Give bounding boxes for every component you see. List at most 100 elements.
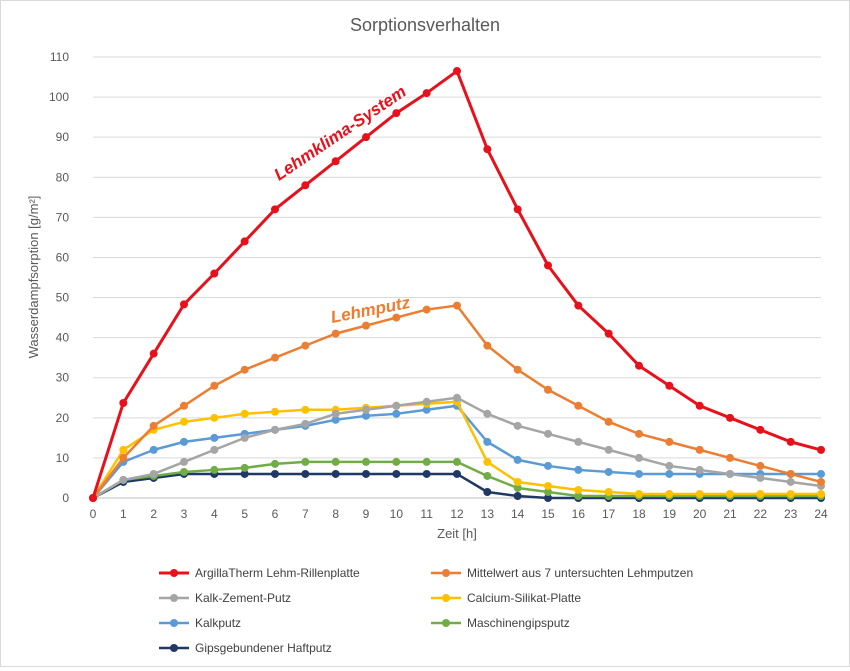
y-tick-label: 110 xyxy=(50,50,69,64)
data-point xyxy=(483,457,492,466)
data-point xyxy=(513,365,522,374)
x-tick-label: 18 xyxy=(632,507,646,521)
data-point xyxy=(331,469,340,478)
data-point xyxy=(483,487,492,496)
y-tick-label: 10 xyxy=(56,451,70,465)
x-tick-label: 8 xyxy=(332,507,339,521)
data-point xyxy=(695,401,704,410)
data-point xyxy=(362,411,370,420)
y-tick-label: 0 xyxy=(62,491,69,505)
data-point xyxy=(119,398,128,407)
data-point xyxy=(362,405,370,414)
data-point xyxy=(513,421,522,430)
data-point xyxy=(271,205,279,214)
data-point xyxy=(483,471,492,480)
y-tick-label: 70 xyxy=(56,210,70,224)
x-tick-label: 1 xyxy=(120,507,127,521)
data-point xyxy=(271,469,279,478)
x-tick-label: 6 xyxy=(272,507,279,521)
x-tick-label: 14 xyxy=(511,507,525,521)
data-point xyxy=(331,329,340,338)
x-tick-label: 15 xyxy=(541,507,555,521)
data-point xyxy=(301,341,310,350)
data-point xyxy=(149,469,158,478)
data-point xyxy=(362,457,370,466)
data-point xyxy=(331,457,340,466)
legend-label: Maschinengipsputz xyxy=(467,616,570,630)
data-point xyxy=(89,494,97,502)
data-point xyxy=(726,413,734,422)
data-point xyxy=(544,494,552,502)
x-tick-label: 20 xyxy=(693,507,707,521)
y-tick-label: 20 xyxy=(56,411,70,425)
data-point xyxy=(726,469,734,478)
data-point xyxy=(665,381,674,390)
data-point xyxy=(331,415,340,424)
data-point xyxy=(544,481,552,490)
data-point xyxy=(635,453,643,462)
legend-marker xyxy=(170,619,178,627)
data-point xyxy=(453,67,461,76)
x-tick-label: 16 xyxy=(572,507,586,521)
data-point xyxy=(271,353,279,362)
data-point xyxy=(695,489,704,498)
series-1 xyxy=(89,301,825,502)
data-point xyxy=(301,405,310,414)
data-point xyxy=(544,261,552,270)
data-point xyxy=(483,341,492,350)
x-tick-label: 13 xyxy=(481,507,495,521)
data-point xyxy=(210,433,219,442)
data-point xyxy=(544,461,552,470)
data-point xyxy=(786,469,795,478)
legend-marker xyxy=(442,619,450,627)
data-point xyxy=(726,489,734,498)
data-point xyxy=(240,469,249,478)
data-point xyxy=(210,381,219,390)
chart-title: Sorptionsverhalten xyxy=(350,15,500,35)
data-point xyxy=(817,445,825,454)
data-point xyxy=(635,361,643,370)
data-point xyxy=(210,269,219,278)
data-point xyxy=(453,301,461,310)
data-point xyxy=(149,421,158,430)
y-tick-label: 80 xyxy=(56,170,70,184)
data-point xyxy=(271,425,279,434)
data-point xyxy=(513,491,522,500)
data-point xyxy=(635,469,643,478)
data-point xyxy=(149,445,158,454)
data-point xyxy=(180,467,188,476)
data-point xyxy=(240,365,249,374)
legend-label: Mittelwert aus 7 untersuchten Lehmputzen xyxy=(467,566,693,580)
data-point xyxy=(817,477,825,486)
data-point xyxy=(240,433,249,442)
data-point xyxy=(756,473,765,482)
legend-item-2: Kalk-Zement-Putz xyxy=(159,591,291,605)
data-point xyxy=(180,300,188,309)
data-point xyxy=(574,485,583,494)
data-point xyxy=(180,417,188,426)
data-point xyxy=(210,465,219,474)
data-point xyxy=(271,407,279,416)
data-point xyxy=(604,467,613,476)
data-point xyxy=(604,487,613,496)
data-point xyxy=(210,445,219,454)
data-point xyxy=(149,349,158,358)
series-line-2 xyxy=(92,396,822,500)
data-point xyxy=(392,401,401,410)
data-point xyxy=(665,469,674,478)
data-point xyxy=(483,437,492,446)
legend-marker xyxy=(170,644,178,652)
series-line-5 xyxy=(92,460,821,500)
data-point xyxy=(362,469,370,478)
legend-label: ArgillaTherm Lehm-Rillenplatte xyxy=(195,566,360,580)
legend-label: Kalk-Zement-Putz xyxy=(195,591,291,605)
data-point xyxy=(422,457,431,466)
data-point xyxy=(422,305,431,314)
data-point xyxy=(635,489,643,498)
data-point xyxy=(665,489,674,498)
y-tick-label: 90 xyxy=(56,130,70,144)
data-point xyxy=(604,445,613,454)
data-point xyxy=(756,425,765,434)
